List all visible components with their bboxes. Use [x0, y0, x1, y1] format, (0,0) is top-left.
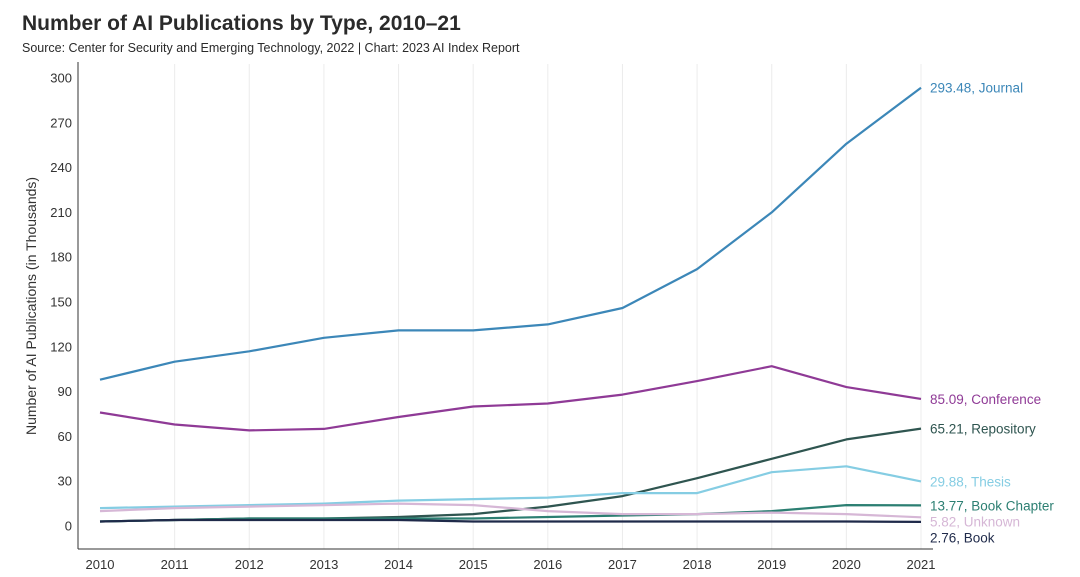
- chart-title: Number of AI Publications by Type, 2010–…: [22, 12, 461, 35]
- series-label-repository: 65.21, Repository: [930, 422, 1036, 437]
- x-tick-label-2018: 2018: [683, 557, 712, 572]
- y-tick-label-210: 210: [50, 205, 72, 220]
- series-label-book: 2.76, Book: [930, 530, 995, 545]
- y-tick-label-0: 0: [65, 519, 72, 534]
- x-tick-label-2019: 2019: [757, 557, 786, 572]
- series-label-journal: 293.48, Journal: [930, 81, 1023, 96]
- series-end-labels: 293.48, Journal 85.09, Conference 65.21, R…: [930, 81, 1054, 546]
- x-tick-label-2020: 2020: [832, 557, 861, 572]
- x-tick-label-2011: 2011: [161, 557, 189, 572]
- series-line-unknown: [99, 502, 922, 519]
- x-tick-label-2017: 2017: [608, 557, 637, 572]
- x-tick-label-2021: 2021: [907, 557, 936, 572]
- y-tick-label-60: 60: [58, 429, 72, 444]
- series-line-journal: [99, 86, 922, 381]
- y-axis-label: Number of AI Publications (in Thousands): [23, 177, 39, 435]
- y-tick-label-30: 30: [58, 474, 72, 489]
- series-label-conference: 85.09, Conference: [930, 392, 1041, 407]
- y-tick-label-150: 150: [50, 295, 72, 310]
- x-tick-label-2015: 2015: [459, 557, 488, 572]
- series-line-book-chapter: [99, 504, 922, 523]
- x-tick-label-2016: 2016: [533, 557, 562, 572]
- y-tick-label-180: 180: [50, 250, 72, 265]
- series-label-unknown: 5.82, Unknown: [930, 514, 1020, 529]
- series-label-book-chapter: 13.77, Book Chapter: [930, 498, 1054, 513]
- y-tick-label-300: 300: [50, 71, 72, 86]
- x-tick-label-2012: 2012: [235, 557, 264, 572]
- x-tick-label-2013: 2013: [309, 557, 338, 572]
- y-tick-label-240: 240: [50, 160, 72, 175]
- grid-lines: [174, 64, 922, 549]
- series-label-thesis: 29.88, Thesis: [930, 474, 1011, 489]
- y-tick-label-90: 90: [58, 384, 72, 399]
- x-tick-label-2010: 2010: [86, 557, 115, 572]
- chart-subtitle: Source: Center for Security and Emerging…: [22, 41, 520, 55]
- axes: 2010 2011 2012 2013 2014 2015 2016 2017 2018 2019…: [50, 62, 935, 572]
- series-line-conference: [99, 365, 922, 432]
- series-line-book: [99, 518, 922, 524]
- y-tick-label-270: 270: [50, 115, 72, 130]
- series-line-thesis: [99, 465, 922, 510]
- y-tick-label-120: 120: [50, 339, 72, 354]
- series-lines: [99, 86, 922, 524]
- x-tick-label-2014: 2014: [384, 557, 413, 572]
